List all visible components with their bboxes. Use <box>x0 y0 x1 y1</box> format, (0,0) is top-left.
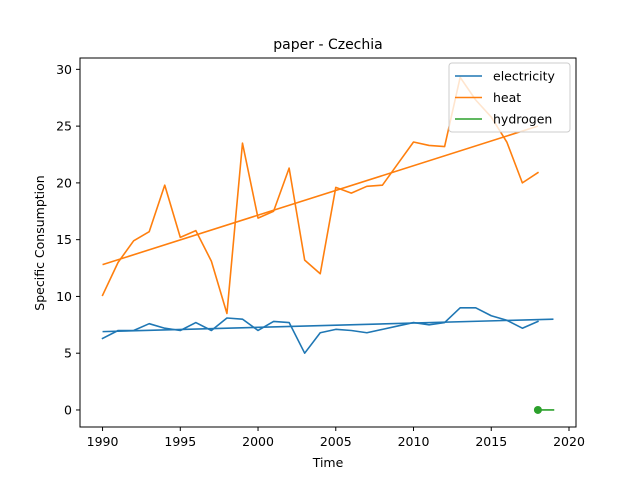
y-tick-label: 20 <box>56 175 72 190</box>
y-tick-label: 0 <box>64 402 72 417</box>
y-axis: 0 5 10 15 20 25 30 <box>56 62 80 417</box>
y-tick-label: 25 <box>56 119 72 134</box>
legend-label-heat: heat <box>493 90 521 105</box>
y-tick-label: 30 <box>56 62 72 77</box>
x-tick-label: 2015 <box>475 434 507 449</box>
series-marker-hydrogen <box>533 405 542 414</box>
y-tick-label: 10 <box>56 289 72 304</box>
legend-label-hydrogen: hydrogen <box>493 112 552 127</box>
x-tick-label: 2000 <box>242 434 274 449</box>
axes-frame <box>79 57 577 428</box>
x-axis-label: Time <box>312 455 344 470</box>
x-tick-label: 2020 <box>553 434 585 449</box>
x-tick-label: 2010 <box>398 434 430 449</box>
x-tick-label: 1995 <box>164 434 196 449</box>
y-axis-label: Specific Consumption <box>32 175 47 310</box>
y-tick-label: 5 <box>64 346 72 361</box>
legend-box <box>448 62 571 133</box>
x-axis: 1990 1995 2000 2005 2010 2015 2020 <box>87 427 585 449</box>
trend-line-heat <box>102 125 539 266</box>
y-tick-label: 15 <box>56 232 72 247</box>
trend-line-electricity <box>102 318 554 333</box>
legend-label-electricity: electricity <box>493 69 555 84</box>
x-tick-label: 2005 <box>320 434 352 449</box>
plot-area <box>79 57 577 428</box>
chart-title: paper - Czechia <box>273 37 382 53</box>
legend: electricity heat hydrogen <box>448 62 571 133</box>
x-tick-label: 1990 <box>87 434 119 449</box>
